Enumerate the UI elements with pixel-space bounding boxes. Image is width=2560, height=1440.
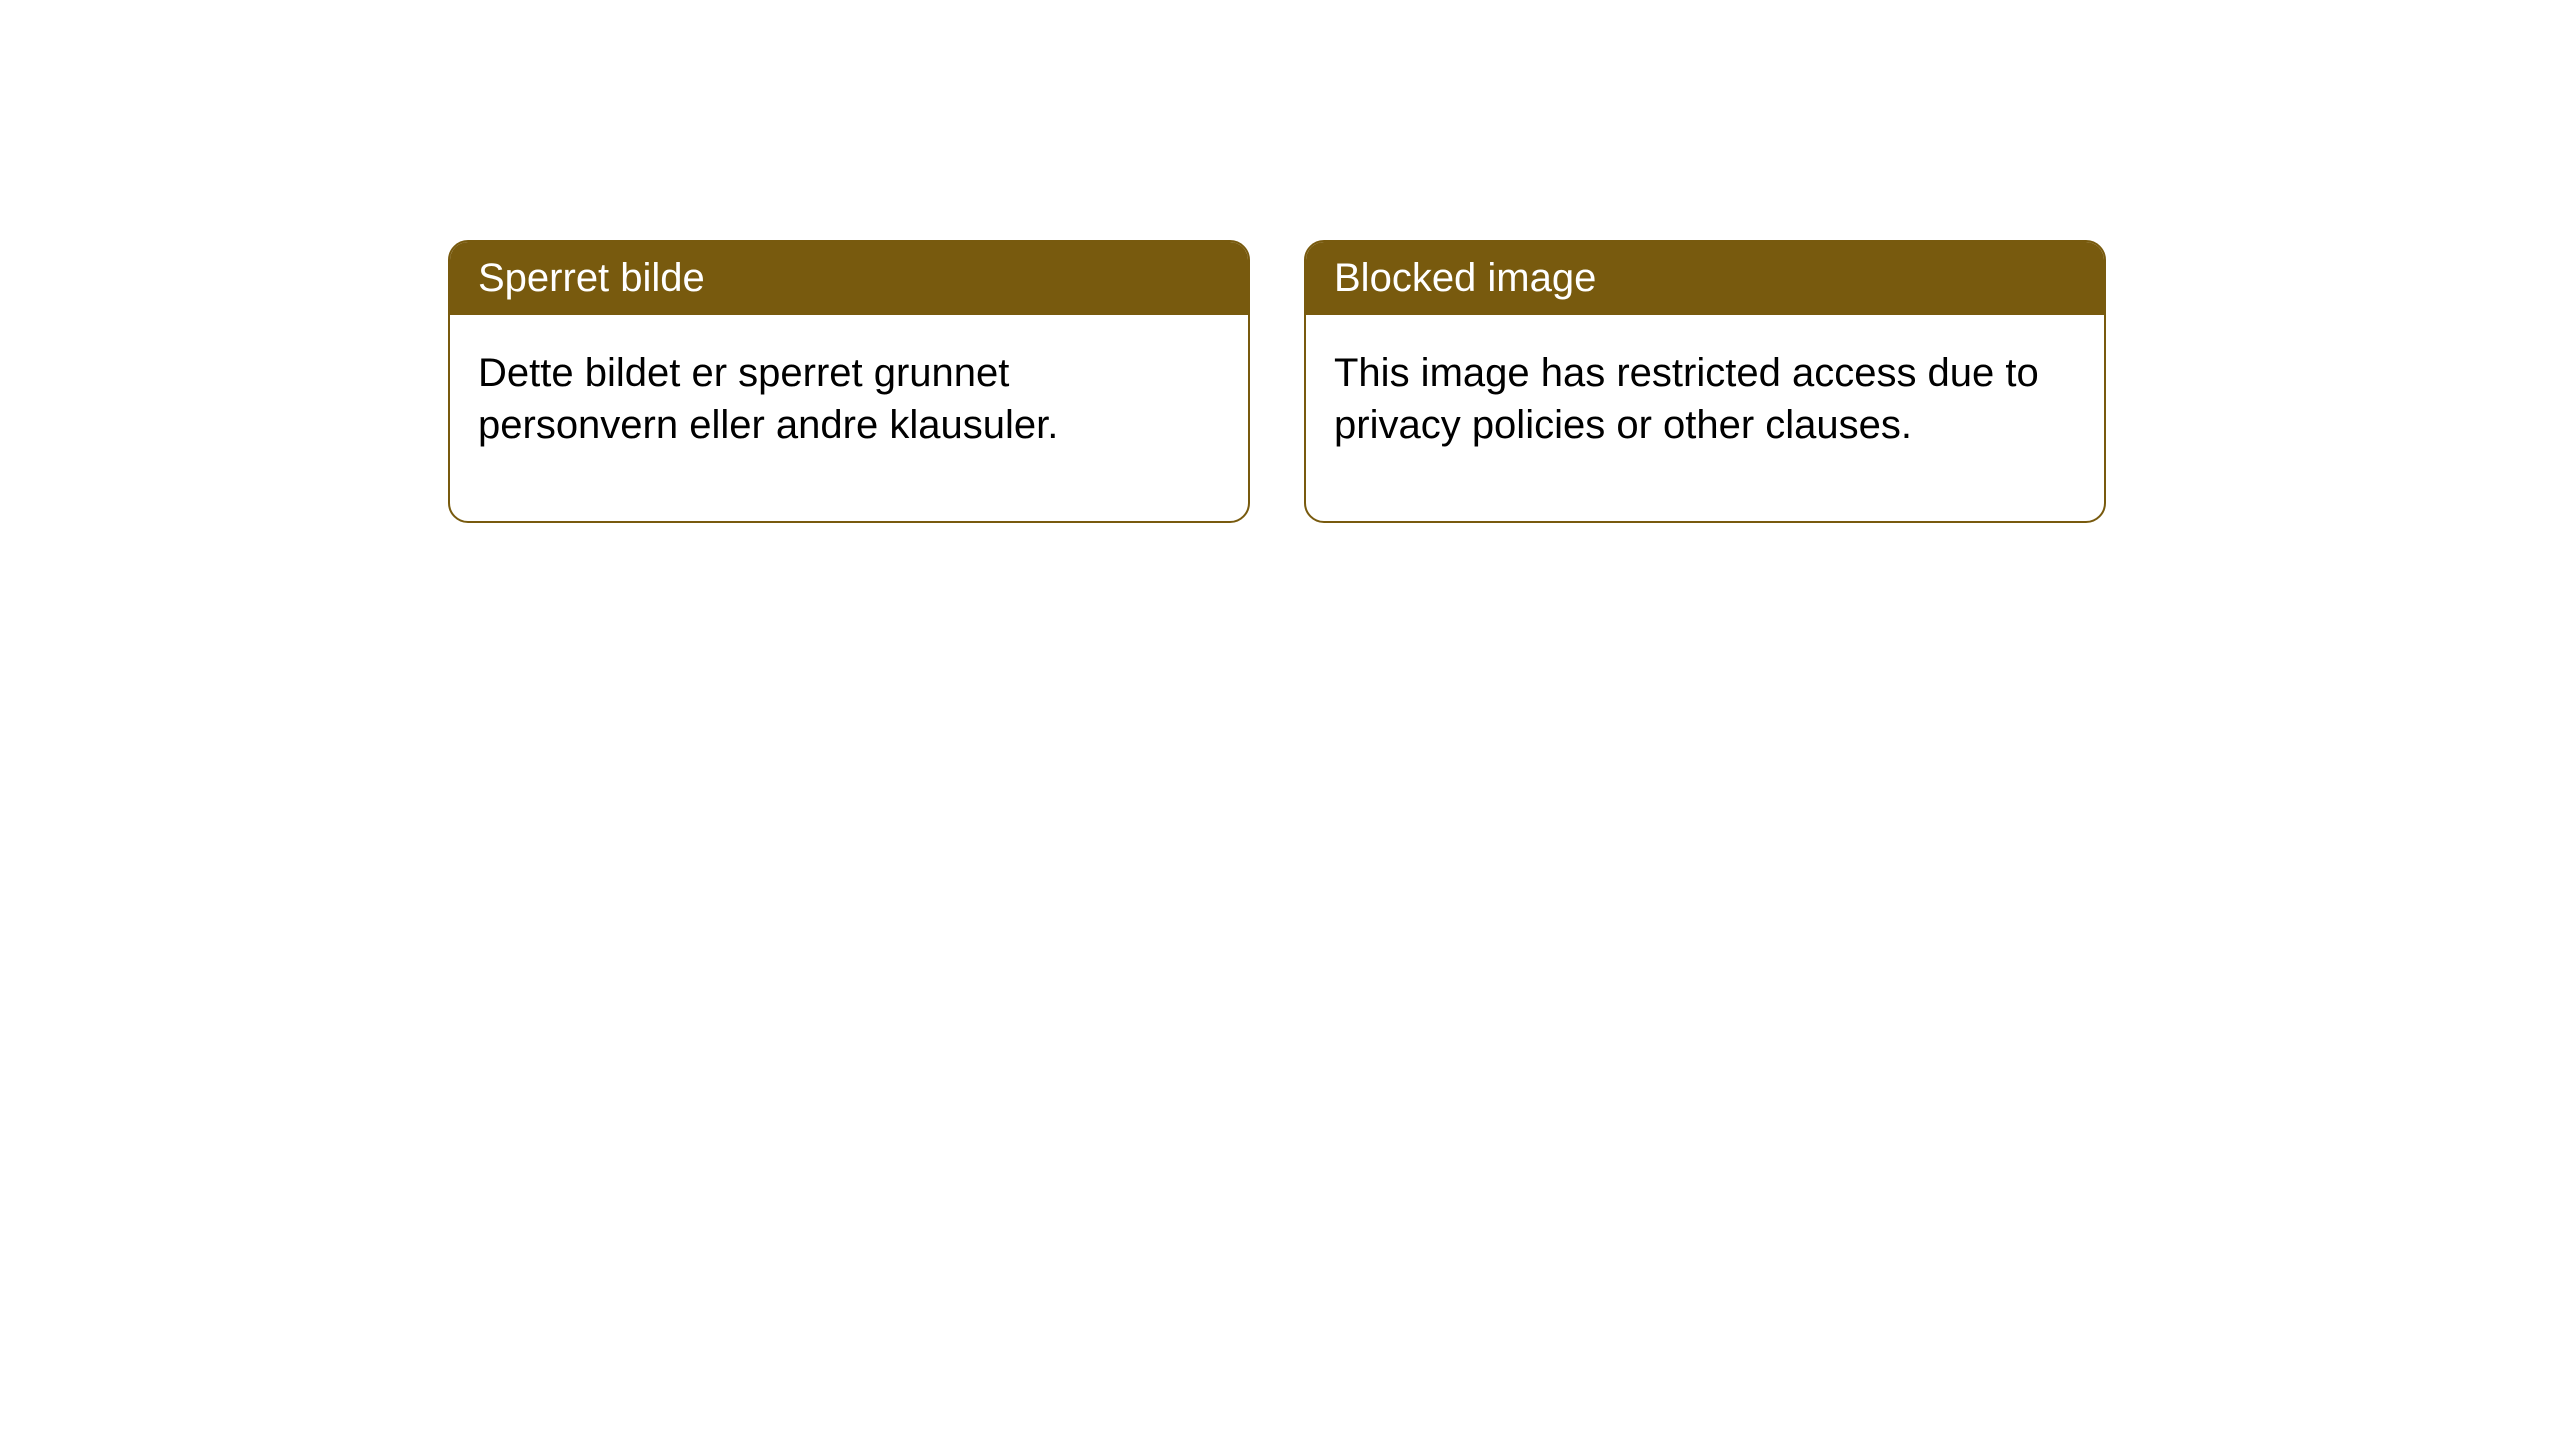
card-title: Sperret bilde (478, 256, 705, 300)
notice-card-english: Blocked image This image has restricted … (1304, 240, 2106, 523)
card-body-text: Dette bildet er sperret grunnet personve… (478, 351, 1058, 447)
card-header: Sperret bilde (450, 242, 1248, 315)
card-title: Blocked image (1334, 256, 1596, 300)
card-body: Dette bildet er sperret grunnet personve… (450, 315, 1248, 521)
notice-card-norwegian: Sperret bilde Dette bildet er sperret gr… (448, 240, 1250, 523)
card-body-text: This image has restricted access due to … (1334, 351, 2039, 447)
card-body: This image has restricted access due to … (1306, 315, 2104, 521)
notice-cards-container: Sperret bilde Dette bildet er sperret gr… (0, 0, 2560, 523)
card-header: Blocked image (1306, 242, 2104, 315)
